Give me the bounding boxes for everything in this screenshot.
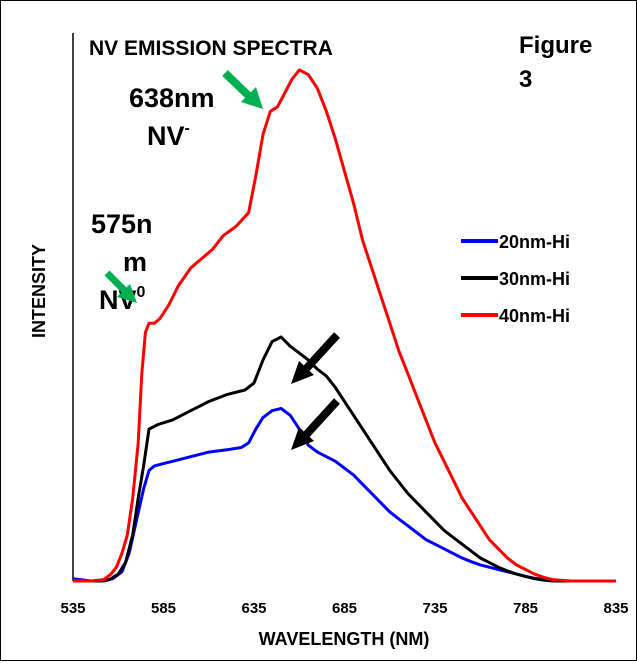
x-tick-label: 785 — [513, 600, 538, 617]
series-line-30nm-hi — [73, 335, 616, 583]
peak-575-label-line-2: m — [123, 247, 147, 277]
series-layer — [72, 68, 616, 583]
peak-575-label-line-1: 575n — [91, 209, 153, 239]
legend-label: 30nm-Hi — [499, 269, 570, 289]
figure-label-line-2: 3 — [519, 66, 532, 93]
peak-638-label: 638nm — [129, 83, 215, 113]
figure-label-line-1: Figure — [519, 32, 592, 59]
x-tick-labels: 535 585 635 685 735 785 835 — [60, 600, 628, 617]
green-arrow-638-icon — [222, 70, 263, 109]
x-tick-label: 585 — [151, 600, 176, 617]
legend-label: 40nm-Hi — [499, 306, 570, 326]
black-arrow-20nm-peak-icon — [291, 398, 340, 450]
legend: 20nm-Hi 30nm-Hi 40nm-Hi — [461, 232, 570, 326]
series-line-40nm-hi — [73, 68, 616, 583]
series-line-20nm-hi — [72, 406, 616, 583]
black-arrow-30nm-peak-icon — [291, 332, 340, 384]
y-axis-label: INTENSITY — [29, 244, 49, 338]
x-tick-label: 635 — [241, 600, 266, 617]
x-axis-label: WAVELENGTH (NM) — [259, 629, 430, 649]
chart-title: NV EMISSION SPECTRA — [89, 37, 333, 60]
peak-638-species: NV- — [147, 120, 190, 151]
x-tick-label: 535 — [60, 600, 85, 617]
x-tick-label: 735 — [422, 600, 447, 617]
legend-label: 20nm-Hi — [499, 232, 570, 252]
x-tick-label: 685 — [332, 600, 357, 617]
x-tick-label: 835 — [603, 600, 628, 617]
green-arrow-575-icon — [104, 270, 137, 303]
